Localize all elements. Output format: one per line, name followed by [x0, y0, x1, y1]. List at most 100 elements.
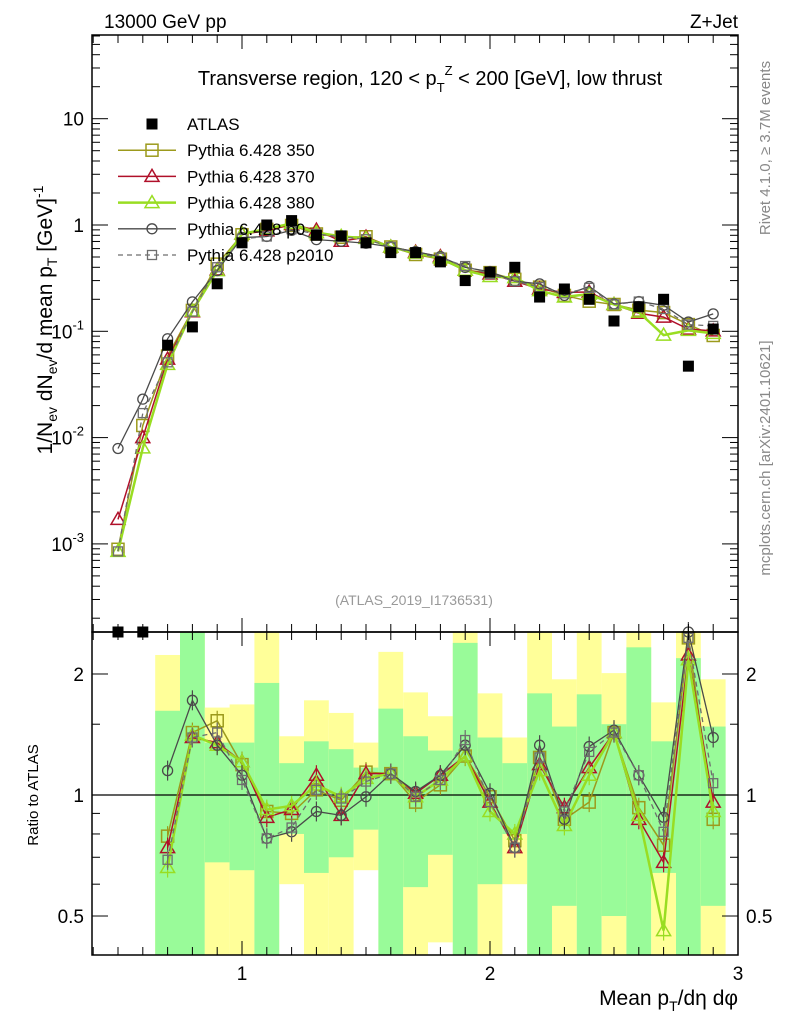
ratio-tick-label-right: 1: [746, 786, 757, 807]
data-marker: [608, 315, 620, 327]
legend: ATLAS Pythia 6.428 350 Pythia 6.428 370 Pyt…: [118, 115, 334, 265]
ratio-marker: [630, 806, 648, 822]
ratio-marker: [336, 793, 347, 804]
y-tick-base: 10: [51, 535, 72, 556]
ratio-marker: [261, 833, 272, 844]
ratio-marker: [580, 766, 598, 781]
data-marker: [385, 247, 397, 259]
xlabel-sub: T: [669, 998, 678, 1014]
series-line: [117, 224, 714, 550]
ratio-marker: [559, 806, 570, 817]
ratio-tick-label-right: 0.5: [746, 907, 772, 928]
y-tick-exponent: -2: [72, 424, 84, 439]
data-marker: [434, 256, 446, 268]
label-part: /d mean p: [34, 266, 57, 359]
ratio-marker: [310, 805, 323, 818]
legend-marker: [146, 118, 158, 130]
series-marker: [608, 299, 620, 310]
ratio-marker: [658, 826, 669, 837]
ratio-marker: [534, 752, 545, 763]
series-marker: [112, 442, 124, 455]
ratio-line: [166, 637, 714, 860]
ratio-marker: [481, 802, 499, 818]
ratio-marker: [186, 694, 199, 706]
main-series: [109, 214, 722, 638]
label-part: dN: [34, 374, 57, 407]
label-part: < 200 [GeV], low thrust: [453, 68, 663, 90]
data-marker: [286, 215, 298, 227]
ratio-marker: [162, 854, 173, 865]
analysis-id: (ATLAS_2019_I1736531): [335, 592, 493, 608]
y-tick-label: 10-1: [51, 317, 84, 343]
ratio-marker: [655, 922, 672, 937]
process-label: Z+Jet: [690, 12, 739, 33]
label-part: /dη dφ: [678, 987, 738, 1010]
label-part: Mean p: [599, 987, 669, 1010]
data-marker: [583, 293, 595, 305]
y-tick-label: 10: [63, 110, 84, 131]
ylabel-sup: -1: [30, 185, 46, 198]
legend-marker: [143, 167, 161, 183]
data-marker: [509, 261, 521, 273]
ratio-marker: [708, 778, 719, 789]
ratio-marker: [707, 731, 719, 744]
ratio-marker: [212, 727, 223, 738]
data-marker: [261, 219, 273, 231]
legend-label: Pythia 6.428 380: [187, 194, 315, 213]
data-marker: [211, 278, 223, 290]
ratio-marker: [460, 734, 471, 746]
ratio-bands: [155, 632, 726, 955]
ratio-marker: [236, 774, 248, 786]
legend-label: ATLAS: [187, 115, 240, 134]
ratio-y-label: Ratio to ATLAS: [25, 744, 42, 845]
legend-marker: [145, 143, 159, 157]
mcplots-label: mcplots.cern.ch [arXiv:2401.10621]: [757, 340, 774, 575]
y-tick-label: 10-2: [51, 424, 84, 450]
series-marker: [584, 282, 595, 294]
ratio-marker: [456, 747, 474, 762]
series-marker: [137, 407, 148, 419]
series-marker: [655, 308, 672, 323]
data-marker: [707, 323, 719, 335]
legend-label: Pythia 6.428 350: [187, 141, 315, 160]
series-marker: [159, 355, 176, 371]
x-tick-label: 2: [485, 964, 496, 985]
y-tick-exponent: -1: [72, 317, 84, 332]
data-marker: [682, 360, 694, 372]
series-marker: [162, 357, 173, 368]
ratio-marker: [655, 853, 672, 869]
y-tick-label: 10-3: [51, 530, 84, 556]
ratio-marker: [360, 791, 372, 803]
ratio-marker: [360, 776, 372, 787]
legend-label: Pythia 6.428 370: [187, 167, 315, 186]
ratio-marker: [410, 791, 421, 802]
legend-marker: [146, 223, 158, 235]
series-marker: [707, 308, 719, 320]
ratio-marker: [159, 859, 176, 874]
data-marker: [658, 293, 670, 305]
data-marker: [484, 266, 496, 278]
y-tick-base: 1: [73, 216, 84, 237]
ratio-marker: [311, 784, 322, 795]
y-tick-base: 10: [51, 429, 72, 450]
series-marker: [187, 306, 198, 317]
ratio-marker: [258, 801, 276, 816]
data-marker: [360, 237, 372, 249]
ratio-band-inner: [601, 724, 627, 917]
ratio-band-inner: [452, 642, 478, 955]
ratio-marker: [608, 727, 620, 738]
rivet-label: Rivet 4.1.0, ≥ 3.7M events: [757, 61, 774, 235]
x-tick-label: 3: [733, 964, 744, 985]
ratio-marker: [335, 809, 347, 821]
data-marker: [534, 291, 546, 303]
ratio-marker: [584, 746, 595, 758]
ratio-band-inner: [180, 632, 205, 955]
data-marker: [186, 321, 198, 333]
data-marker: [335, 230, 347, 242]
legend-marker: [143, 194, 161, 209]
series-line: [117, 223, 714, 520]
y-tick-exponent: -3: [72, 530, 84, 545]
ratio-marker: [435, 774, 446, 786]
